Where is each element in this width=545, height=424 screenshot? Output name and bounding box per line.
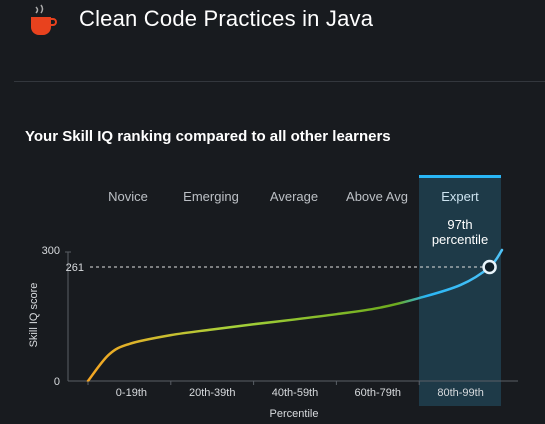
- coffee-cup-icon: [31, 4, 57, 35]
- y-tick-label: 0: [54, 376, 60, 388]
- level-label: Above Avg: [346, 189, 408, 204]
- level-label: Average: [270, 189, 318, 204]
- x-tick-label: 80th-99th: [437, 387, 483, 399]
- level-label: Emerging: [183, 189, 239, 204]
- y-tick-label: 300: [42, 245, 60, 257]
- header-divider: [14, 81, 545, 82]
- y-axis-label: Skill IQ score: [28, 283, 40, 348]
- header: Clean Code Practices in Java: [0, 0, 545, 82]
- percentile-text: percentile: [432, 232, 488, 247]
- percentile-number: 97th: [447, 217, 472, 232]
- expert-highlight-band: [419, 177, 501, 406]
- chart-heading: Your Skill IQ ranking compared to all ot…: [25, 128, 391, 145]
- user-score-label: 261: [66, 262, 84, 274]
- skill-iq-curve: [86, 248, 504, 383]
- level-label: Expert: [441, 189, 479, 204]
- x-axis-label: Percentile: [270, 408, 319, 420]
- x-tick-label: 40th-59th: [272, 387, 318, 399]
- x-tick-label: 20th-39th: [189, 387, 235, 399]
- expert-highlight-top-bar: [419, 175, 501, 178]
- user-score-marker: [482, 259, 497, 275]
- x-tick-label: 0-19th: [116, 387, 147, 399]
- course-title: Clean Code Practices in Java: [79, 6, 374, 31]
- level-label: Novice: [108, 189, 148, 204]
- x-tick-label: 60th-79th: [355, 387, 401, 399]
